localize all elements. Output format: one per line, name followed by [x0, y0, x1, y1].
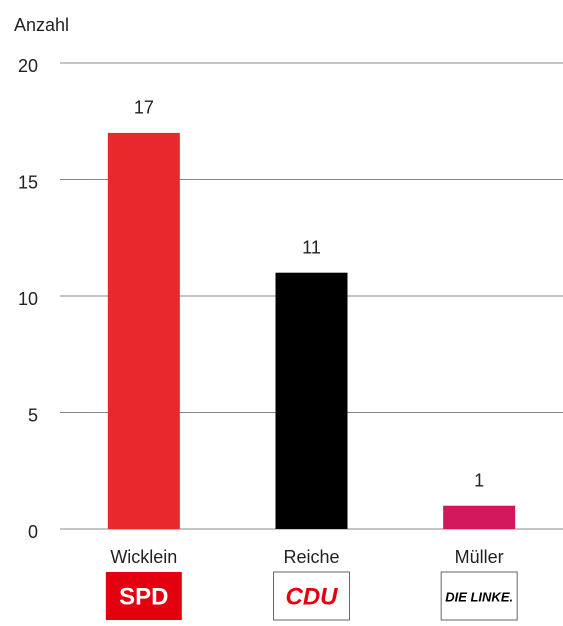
- x-tick-label: Müller: [455, 547, 504, 567]
- data-label: 1: [474, 470, 484, 490]
- y-tick-label: 0: [28, 522, 38, 542]
- party-logo-text: DIE LINKE.: [445, 589, 513, 604]
- y-tick-label: 20: [18, 56, 38, 76]
- y-axis-label: Anzahl: [14, 15, 69, 35]
- bar: [443, 505, 516, 529]
- y-tick-label: 15: [18, 172, 38, 192]
- x-tick-label: Wicklein: [110, 547, 177, 567]
- party-logo: [440, 571, 518, 621]
- data-label: 11: [302, 237, 321, 257]
- party-logo: [105, 572, 182, 620]
- bar: [275, 272, 348, 529]
- party-logo-text: CDU: [286, 583, 339, 610]
- y-tick-label: 10: [18, 289, 38, 309]
- bar: [107, 132, 180, 529]
- party-logo: [273, 571, 350, 621]
- party-logo-text: SPD: [119, 583, 168, 610]
- x-tick-label: Reiche: [283, 547, 339, 567]
- data-label: 17: [134, 98, 154, 118]
- y-tick-label: 5: [28, 405, 38, 425]
